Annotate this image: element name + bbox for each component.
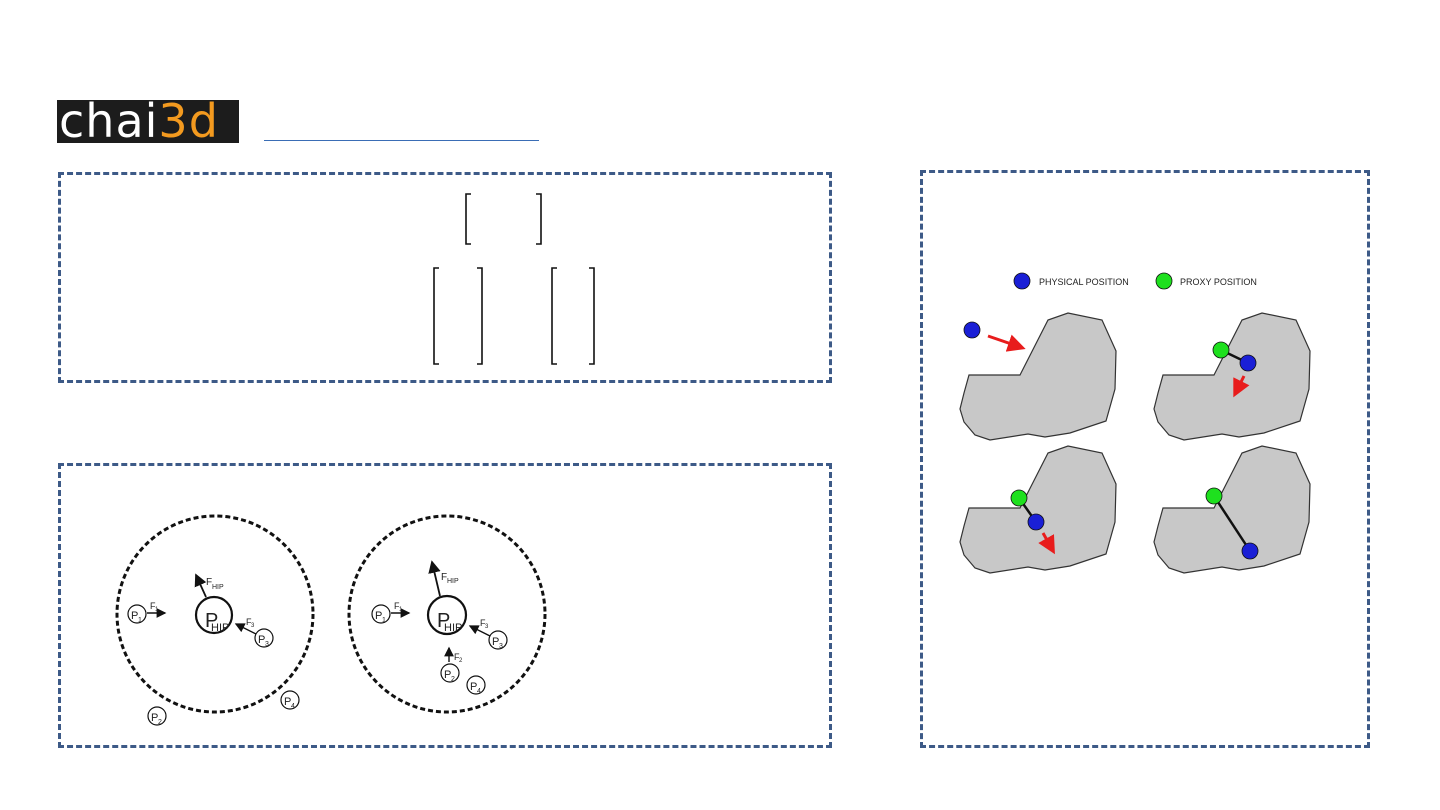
hip-force-panel — [58, 463, 832, 748]
matrix-panel — [58, 172, 832, 383]
proxy-panel — [920, 170, 1370, 748]
chai3d-logo: chai3d — [57, 100, 239, 143]
title-underline — [264, 140, 539, 141]
